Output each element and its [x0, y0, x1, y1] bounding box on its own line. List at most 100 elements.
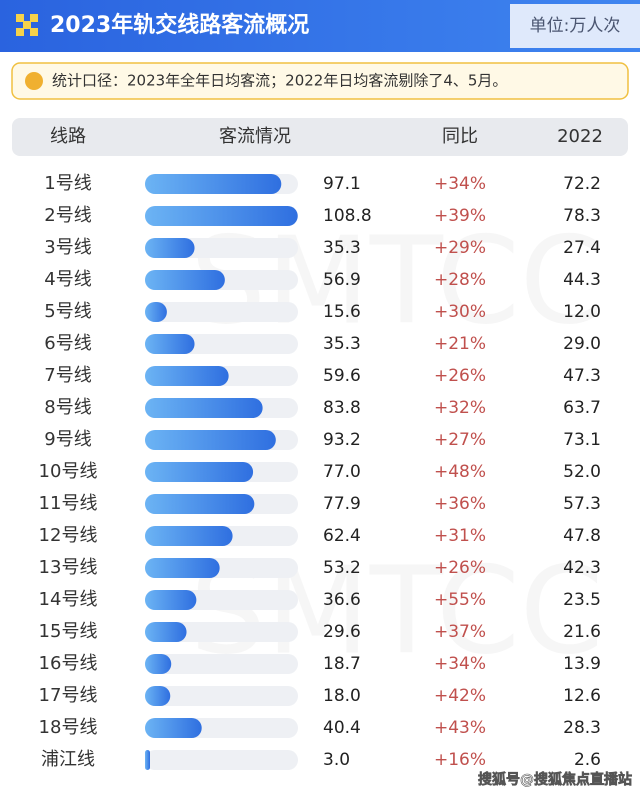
value-label: 62.4	[323, 526, 361, 546]
line-name: 15号线	[39, 621, 98, 642]
value-label: 3.0	[323, 750, 350, 770]
column-label: 客流情况	[219, 126, 291, 147]
value-2022-label: 12.6	[563, 686, 601, 706]
value-label: 35.3	[323, 238, 361, 258]
unit: 单位:万人次	[530, 16, 621, 36]
bar	[145, 398, 263, 418]
bar	[145, 494, 255, 514]
bar	[145, 622, 187, 642]
yoy-label: +34%	[434, 654, 486, 674]
unit-box	[510, 4, 640, 48]
yoy-label: +39%	[434, 206, 486, 226]
line-name: 2号线	[44, 205, 91, 226]
line-name: 10号线	[39, 461, 98, 482]
line-name: 16号线	[39, 653, 98, 674]
column-label: 线路	[50, 126, 86, 147]
value-label: 53.2	[323, 558, 361, 578]
bar	[145, 718, 202, 738]
value-label: 56.9	[323, 270, 361, 290]
line-name: 6号线	[44, 333, 91, 354]
note-box	[11, 62, 629, 100]
yoy-label: +26%	[434, 366, 486, 386]
value-2022-label: 28.3	[563, 718, 601, 738]
line-name: 12号线	[39, 525, 98, 546]
line-name: 3号线	[44, 237, 91, 258]
value-label: 59.6	[323, 366, 361, 386]
yoy-label: +31%	[434, 526, 486, 546]
yoy-label: +48%	[434, 462, 486, 482]
yoy-label: +27%	[434, 430, 486, 450]
value-2022-label: 52.0	[563, 462, 601, 482]
line-name: 1号线	[44, 173, 91, 194]
yoy-label: +26%	[434, 558, 486, 578]
value-2022-label: 29.0	[563, 334, 601, 354]
bar	[145, 270, 225, 290]
yoy-label: +32%	[434, 398, 486, 418]
yoy-label: +37%	[434, 622, 486, 642]
yoy-label: +28%	[434, 270, 486, 290]
bar	[145, 430, 276, 450]
header-icon	[16, 14, 38, 36]
bar	[145, 462, 254, 482]
line-name: 18号线	[39, 717, 98, 738]
bar-track	[145, 302, 298, 322]
line-name: 8号线	[44, 397, 91, 418]
yoy-label: +43%	[434, 718, 486, 738]
value-label: 18.7	[323, 654, 361, 674]
line-name: 7号线	[44, 365, 91, 386]
value-label: 18.0	[323, 686, 361, 706]
bar	[145, 686, 171, 706]
bar	[145, 590, 197, 610]
value-label: 108.8	[323, 206, 372, 226]
column-header	[12, 118, 628, 156]
value-label: 77.0	[323, 462, 361, 482]
bar	[145, 238, 195, 258]
column-label: 2022	[557, 126, 603, 147]
bar	[145, 558, 220, 578]
value-label: 93.2	[323, 430, 361, 450]
value-2022-label: 12.0	[563, 302, 601, 322]
line-name: 14号线	[39, 589, 98, 610]
bar-track	[145, 654, 298, 674]
line-name: 4号线	[44, 269, 91, 290]
bar	[145, 366, 229, 386]
line-name: 9号线	[44, 429, 91, 450]
value-2022-label: 73.1	[563, 430, 601, 450]
footer-watermark: 搜狐号@搜狐焦点直播站	[478, 771, 632, 788]
bar	[145, 654, 172, 674]
value-2022-label: 42.3	[563, 558, 601, 578]
yoy-label: +55%	[434, 590, 486, 610]
value-2022-label: 72.2	[563, 174, 601, 194]
bar	[145, 206, 298, 226]
value-2022-label: 21.6	[563, 622, 601, 642]
yoy-label: +34%	[434, 174, 486, 194]
value-2022-label: 47.8	[563, 526, 601, 546]
value-label: 15.6	[323, 302, 361, 322]
line-name: 浦江线	[41, 749, 95, 770]
value-label: 29.6	[323, 622, 361, 642]
value-2022-label: 44.3	[563, 270, 601, 290]
yoy-label: +16%	[434, 750, 486, 770]
line-name: 17号线	[39, 685, 98, 706]
yoy-label: +30%	[434, 302, 486, 322]
bar	[145, 302, 167, 322]
bar	[145, 750, 150, 770]
bar-track	[145, 750, 298, 770]
value-2022-label: 57.3	[563, 494, 601, 514]
line-name: 13号线	[39, 557, 98, 578]
yoy-label: +21%	[434, 334, 486, 354]
note: 统计口径：2023年全年日均客流；2022年日均客流剔除了4、5月。	[52, 72, 507, 90]
yoy-label: +29%	[434, 238, 486, 258]
bar	[145, 334, 195, 354]
value-label: 77.9	[323, 494, 361, 514]
value-2022-label: 27.4	[563, 238, 601, 258]
note-icon	[25, 72, 43, 90]
line-name: 5号线	[44, 301, 91, 322]
bar	[145, 174, 282, 194]
value-label: 40.4	[323, 718, 361, 738]
value-label: 83.8	[323, 398, 361, 418]
bar	[145, 526, 233, 546]
yoy-label: +42%	[434, 686, 486, 706]
yoy-label: +36%	[434, 494, 486, 514]
value-label: 97.1	[323, 174, 361, 194]
